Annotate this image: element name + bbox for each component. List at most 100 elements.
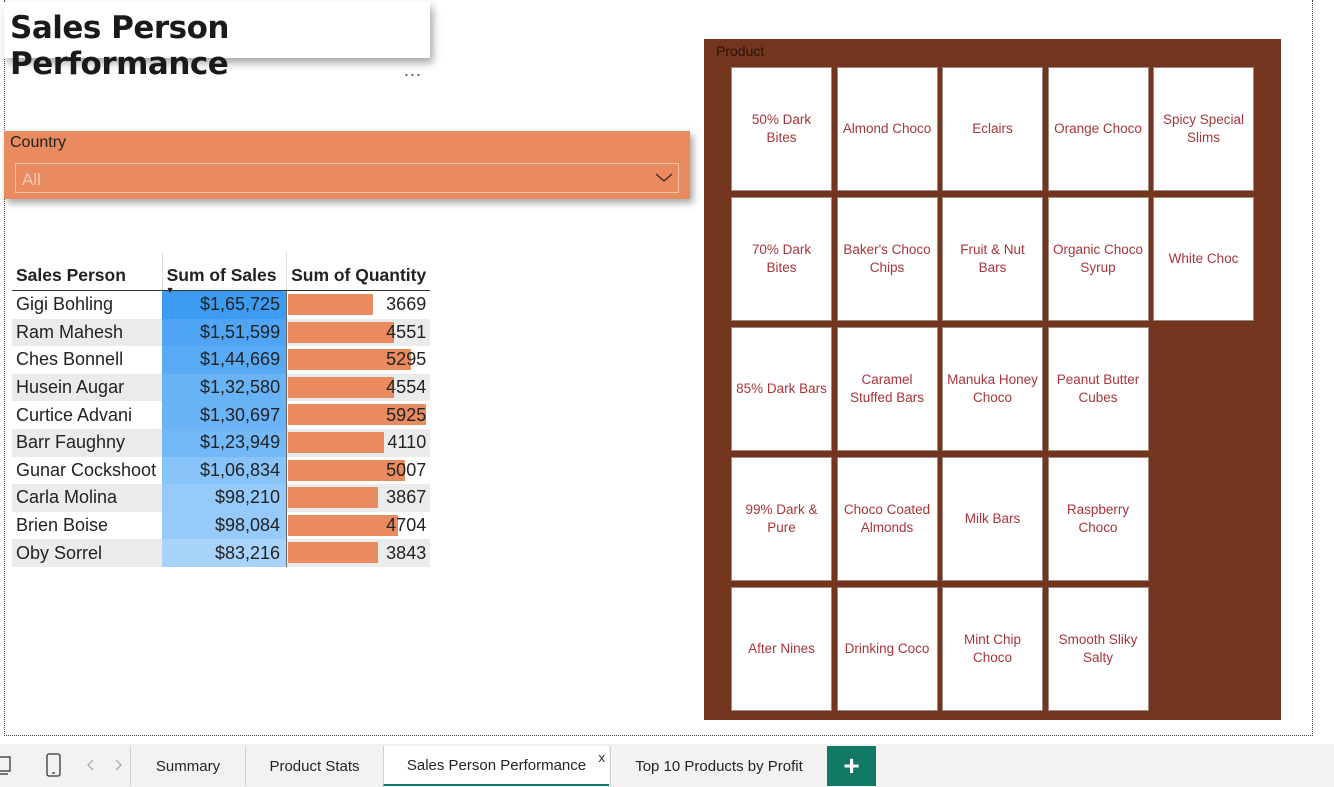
product-tile[interactable]: Choco Coated Almonds [836, 457, 938, 581]
quantity-value: 4110 [387, 432, 427, 453]
tab-label: Sales Person Performance [406, 756, 587, 774]
table-row[interactable]: Barr Faughny $1,23,949 4110 [12, 428, 431, 457]
col-header-sum-of-quantity[interactable]: Sum of Quantity [286, 252, 431, 291]
report-canvas [4, 0, 1313, 736]
quantity-value: 4704 [386, 515, 427, 536]
page-title: Sales Person Performance [10, 10, 230, 82]
product-tile[interactable]: Fruit & Nut Bars [942, 197, 1043, 321]
product-tile[interactable]: 70% Dark Bites [731, 197, 832, 321]
cell-sum-of-sales: $1,51,599 [162, 318, 287, 347]
product-tile[interactable]: White Choc [1153, 197, 1254, 321]
quantity-data-bar [288, 431, 385, 453]
cell-sum-of-quantity: 4551 [286, 318, 431, 347]
cell-sum-of-quantity: 5925 [286, 401, 431, 429]
tab-label: Summary [155, 757, 221, 775]
product-tile[interactable]: Peanut Butter Cubes [1047, 327, 1149, 451]
col-header-sum-of-sales[interactable]: Sum of Sales ▼ [161, 252, 288, 295]
quantity-data-bar [288, 514, 399, 536]
product-tile[interactable]: Orange Choco [1047, 67, 1149, 191]
product-tile[interactable]: Milk Bars [942, 457, 1043, 581]
cell-sum-of-sales: $1,06,834 [162, 456, 287, 485]
cell-sales-person: Brien Boise [16, 515, 109, 536]
tab-sales-person-performance[interactable]: Sales Person Performance x [383, 746, 609, 786]
more-options-icon[interactable]: ... [404, 60, 423, 80]
table-row[interactable]: Carla Molina $98,210 3867 [12, 484, 431, 512]
add-page-button[interactable]: + [827, 746, 876, 786]
close-tab-icon[interactable]: x [598, 750, 606, 765]
quantity-value: 4554 [386, 377, 427, 398]
product-tile[interactable]: Drinking Coco [836, 587, 938, 711]
product-tile[interactable]: Caramel Stuffed Bars [836, 327, 938, 451]
cell-sum-of-quantity: 4704 [286, 511, 431, 540]
quantity-data-bar [288, 487, 379, 509]
product-slicer: Product 50% Dark Bites Almond Choco Eclair… [704, 39, 1281, 720]
quantity-data-bar [288, 321, 395, 343]
scroll-right-icon[interactable] [113, 758, 123, 776]
table-row[interactable]: Ram Mahesh $1,51,599 4551 [12, 318, 431, 347]
table-row[interactable]: Oby Sorrel $83,216 3843 [12, 539, 431, 567]
product-tile[interactable]: Mint Chip Choco [942, 587, 1043, 711]
product-tile[interactable]: Spicy Special Slims [1153, 67, 1254, 191]
cell-sales-person: Barr Faughny [12, 428, 163, 457]
product-tile[interactable]: Eclairs [942, 67, 1043, 191]
cell-sales-person: Carla Molina [12, 484, 163, 512]
quantity-data-bar [288, 376, 395, 398]
col-header-sales-person[interactable]: Sales Person [12, 252, 163, 291]
quantity-value: 5925 [386, 404, 427, 425]
tab-summary[interactable]: Summary [130, 746, 245, 786]
scroll-left-icon[interactable] [86, 758, 96, 776]
country-dropdown[interactable]: All [15, 163, 679, 193]
product-tile[interactable]: Raspberry Choco [1047, 457, 1149, 581]
table-row[interactable]: Brien Boise $98,084 4704 [12, 511, 431, 540]
table-row[interactable]: Husein Augar $1,32,580 4554 [12, 373, 431, 402]
country-slicer: Country All [4, 131, 690, 199]
product-tile[interactable]: 50% Dark Bites [731, 67, 832, 191]
product-tile[interactable]: Organic Choco Syrup [1047, 197, 1149, 321]
product-tile[interactable]: Smooth Sliky Salty [1047, 587, 1149, 711]
table-row[interactable]: Gunar Cockshoot $1,06,834 5007 [12, 456, 431, 485]
col-header-sum-of-sales-label: Sum of Sales [166, 265, 277, 285]
desktop-view-icon[interactable] [0, 750, 14, 784]
cell-sales-person: Oby Sorrel [12, 539, 163, 567]
tab-label: Top 10 Products by Profit [635, 757, 803, 775]
table-row[interactable]: Gigi Bohling $1,65,725 3669 [12, 290, 431, 319]
title-card[interactable]: Sales Person Performance [4, 2, 430, 82]
product-tile[interactable]: Manuka Honey Choco [942, 327, 1043, 451]
dropdown-value: All [22, 170, 41, 189]
product-tile[interactable]: Almond Choco [836, 67, 938, 191]
product-tile[interactable]: Baker's Choco Chips [836, 197, 938, 321]
cell-sum-of-quantity: 3843 [286, 539, 431, 567]
cell-sales-person: Gigi Bohling [16, 294, 114, 315]
quantity-data-bar [288, 404, 427, 426]
cell-sales-person: Gunar Cockshoot [16, 459, 157, 480]
product-tile[interactable]: After Nines [731, 587, 832, 711]
cell-sum-of-sales: $1,23,949 [162, 428, 287, 457]
cell-sales-person: Ram Mahesh [12, 318, 163, 347]
quantity-value: 3867 [386, 487, 427, 508]
cell-sum-of-sales: $1,44,669 [162, 346, 287, 374]
cell-sum-of-sales: $83,216 [162, 539, 287, 567]
cell-sum-of-sales: $98,084 [162, 511, 287, 540]
page-tab-bar: Summary Product Stats Sales Person Perfo… [0, 744, 1334, 787]
quantity-data-bar [288, 349, 412, 371]
product-slicer-title: Product [716, 43, 765, 59]
product-tile[interactable]: 99% Dark & Pure [731, 457, 832, 581]
quantity-data-bar [288, 542, 379, 564]
cell-sales-person: Ches Bonnell [16, 349, 124, 370]
quantity-value: 3669 [386, 294, 427, 315]
table-row[interactable]: Ches Bonnell $1,44,669 5295 [12, 346, 431, 374]
cell-sum-of-sales: $1,32,580 [162, 373, 287, 402]
cell-sum-of-quantity: 5295 [286, 346, 431, 374]
tab-product-stats[interactable]: Product Stats [245, 746, 383, 786]
tab-top-10-products-by-profit[interactable]: Top 10 Products by Profit [610, 746, 828, 786]
table-row[interactable]: Curtice Advani $1,30,697 5925 [12, 401, 431, 429]
quantity-value: 5295 [386, 349, 427, 370]
cell-sum-of-sales: $98,210 [162, 484, 287, 512]
product-tile[interactable]: 85% Dark Bars [731, 327, 832, 451]
mobile-view-icon[interactable] [44, 750, 64, 784]
quantity-value: 5007 [386, 459, 427, 480]
cell-sum-of-quantity: 4554 [286, 373, 431, 402]
cell-sales-person: Husein Augar [12, 373, 163, 402]
cell-sum-of-sales: $1,65,725 [162, 290, 287, 319]
sort-descending-icon: ▼ [165, 285, 175, 295]
